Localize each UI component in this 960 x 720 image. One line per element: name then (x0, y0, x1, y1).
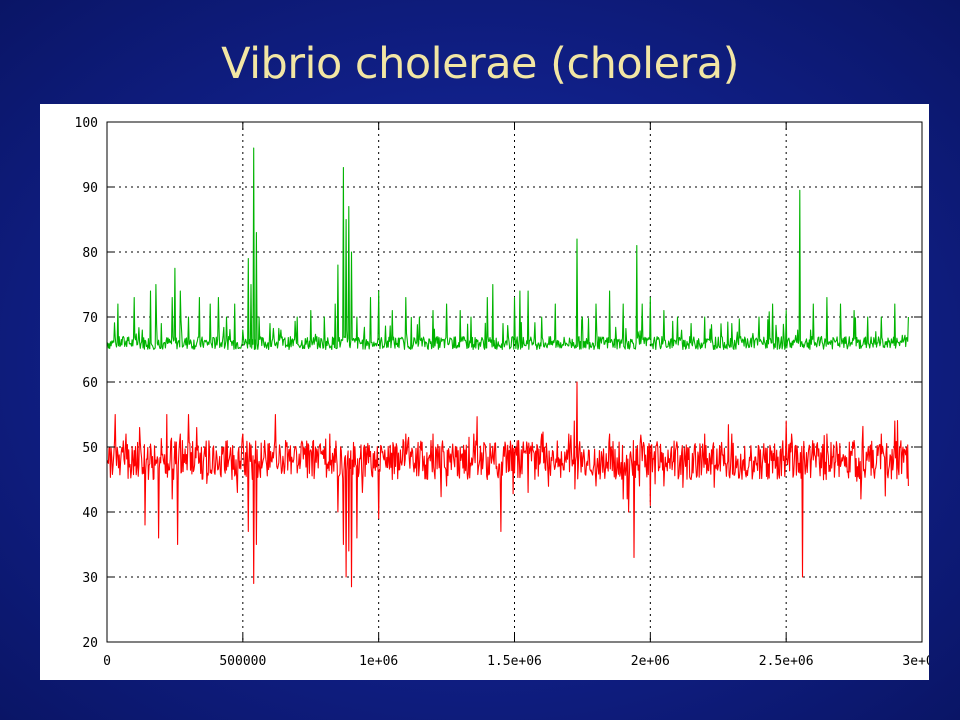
gc-content-chart: 20 30 40 50 60 70 80 90 100 0 500000 1e+06 1.5e+06 2e… (75, 116, 929, 669)
y-tick-label: 80 (82, 246, 98, 261)
x-tick-label: 0 (103, 654, 111, 669)
x-tick-label: 1e+06 (359, 654, 398, 669)
y-tick-label: 50 (82, 441, 98, 456)
y-tick-label: 40 (82, 506, 98, 521)
y-tick-label: 90 (82, 181, 98, 196)
y-tick-label: 70 (82, 311, 98, 326)
series-red-line (106, 381, 909, 588)
x-tick-label: 1.5e+06 (487, 654, 542, 669)
slide-title: Vibrio cholerae (cholera) (221, 39, 739, 89)
axis-ticks: 20 30 40 50 60 70 80 90 100 0 500000 1e+06 1.5e+06 2e… (75, 116, 929, 669)
x-tick-label: 3e+06 (902, 654, 929, 669)
y-tick-label: 60 (82, 376, 98, 391)
y-tick-label: 100 (75, 116, 98, 131)
y-tick-label: 30 (82, 571, 98, 586)
x-tick-label: 2e+06 (631, 654, 670, 669)
series-green-line (106, 147, 909, 351)
x-tick-label: 2.5e+06 (759, 654, 814, 669)
x-tick-label: 500000 (219, 654, 266, 669)
series-layer (106, 147, 909, 588)
chart-panel: 20 30 40 50 60 70 80 90 100 0 500000 1e+06 1.5e+06 2e… (40, 104, 929, 680)
y-tick-label: 20 (82, 636, 98, 651)
